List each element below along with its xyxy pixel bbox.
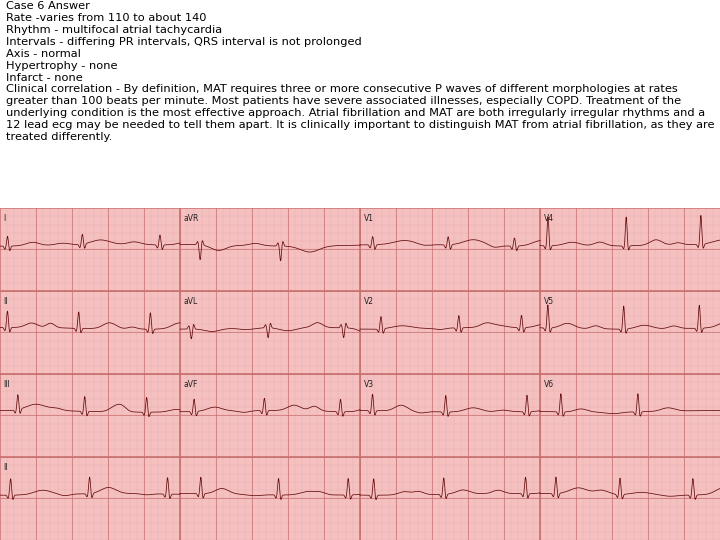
Text: aVF: aVF (184, 380, 198, 389)
Text: II: II (4, 297, 8, 306)
Text: V1: V1 (364, 214, 374, 222)
Text: Axis - normal: Axis - normal (6, 49, 81, 59)
Text: treated differently.: treated differently. (6, 132, 112, 142)
Text: underlying condition is the most effective approach. Atrial fibrillation and MAT: underlying condition is the most effecti… (6, 108, 705, 118)
Text: Infarct - none: Infarct - none (6, 72, 83, 83)
Text: V3: V3 (364, 380, 374, 389)
Text: V2: V2 (364, 297, 374, 306)
Text: V5: V5 (544, 297, 554, 306)
Text: V6: V6 (544, 380, 554, 389)
Text: I: I (4, 214, 6, 222)
Text: aVL: aVL (184, 297, 198, 306)
Text: V4: V4 (544, 214, 554, 222)
Text: aVR: aVR (184, 214, 199, 222)
Text: 12 lead ecg may be needed to tell them apart. It is clinically important to dist: 12 lead ecg may be needed to tell them a… (6, 120, 714, 130)
Text: greater than 100 beats per minute. Most patients have severe associated illnesse: greater than 100 beats per minute. Most … (6, 96, 681, 106)
Text: Clinical correlation - By definition, MAT requires three or more consecutive P w: Clinical correlation - By definition, MA… (6, 84, 678, 94)
Text: III: III (4, 380, 10, 389)
Text: Rate -varies from 110 to about 140: Rate -varies from 110 to about 140 (6, 14, 206, 23)
Text: Case 6 Answer: Case 6 Answer (6, 2, 89, 11)
Text: Hypertrophy - none: Hypertrophy - none (6, 60, 117, 71)
Text: Intervals - differing PR intervals, QRS interval is not prolonged: Intervals - differing PR intervals, QRS … (6, 37, 361, 47)
Text: Rhythm - multifocal atrial tachycardia: Rhythm - multifocal atrial tachycardia (6, 25, 222, 35)
Text: II: II (4, 463, 8, 472)
